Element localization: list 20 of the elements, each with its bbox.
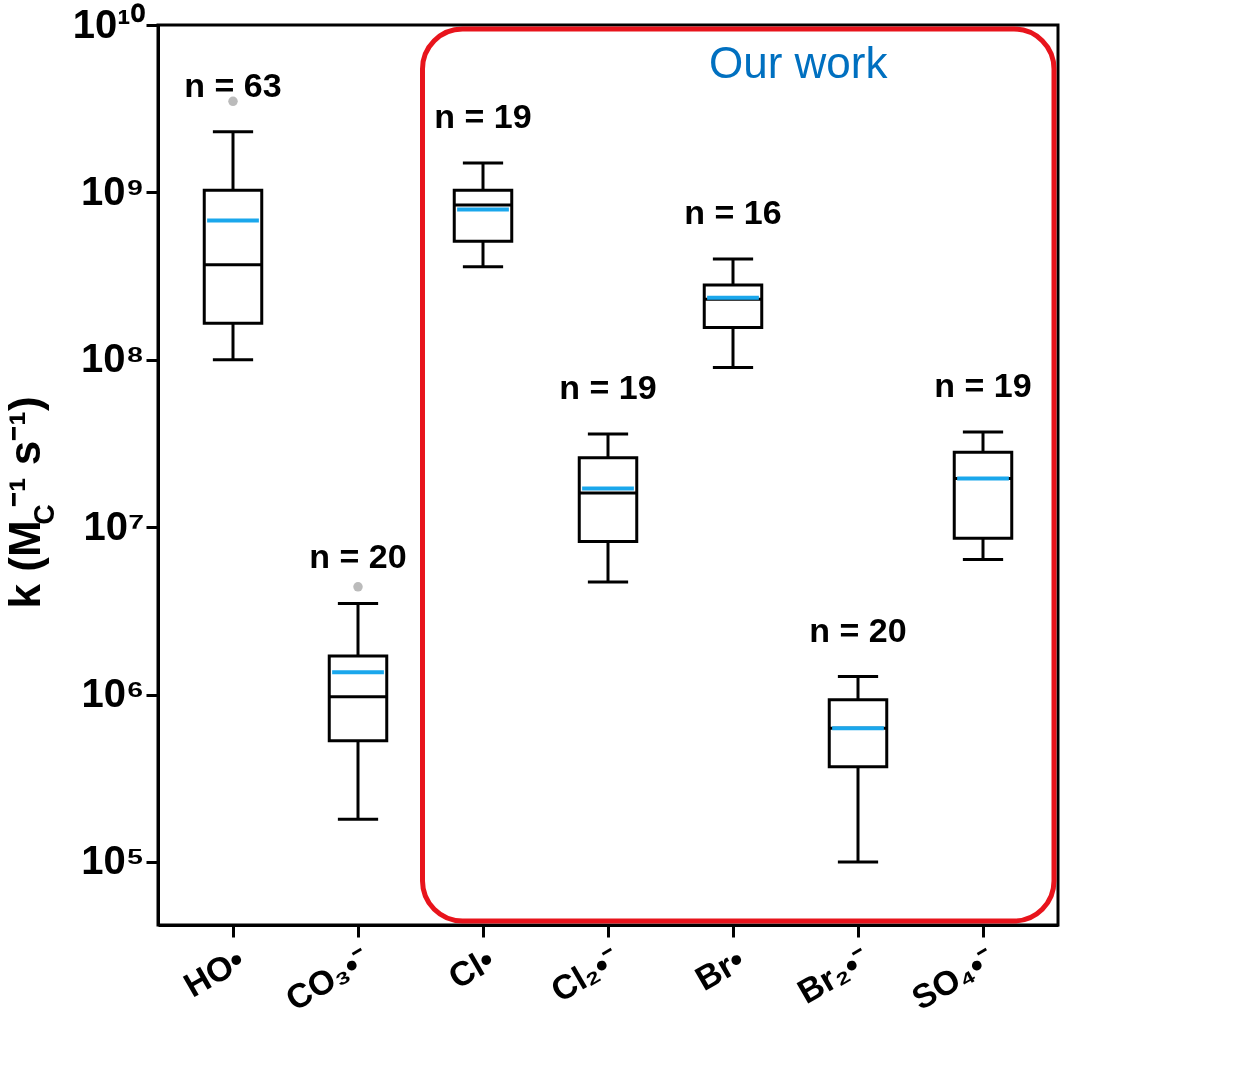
x-tick-label: Cl•: [441, 940, 501, 996]
annotation: n = 19: [559, 368, 657, 407]
annotation: n = 63: [184, 65, 282, 104]
annotation: n = 19: [934, 366, 1032, 405]
x-tick-label: Br₂•⁻: [790, 940, 876, 1011]
annotation: n = 20: [809, 610, 907, 649]
x-tick-label: HO•: [177, 940, 251, 1005]
y-tick-label: 10¹⁰: [72, 1, 145, 46]
y-tick-label: 10⁹: [81, 168, 145, 213]
annotation: Our work: [709, 38, 889, 87]
annotation: n = 16: [684, 193, 782, 231]
y-tick-label: 10⁶: [81, 671, 145, 716]
y-tick-label: 10⁸: [81, 336, 145, 381]
annotation: n = 20: [309, 537, 407, 576]
x-tick-label: Cl₂•⁻: [544, 940, 626, 1009]
x-tick-label: Br•: [688, 940, 751, 998]
y-tick-label: 10⁷: [83, 503, 145, 548]
y-axis-title: k (MC⁻¹ s⁻¹): [0, 396, 60, 609]
annotation: n = 19: [434, 96, 532, 135]
y-tick-label: 10⁵: [81, 838, 145, 883]
